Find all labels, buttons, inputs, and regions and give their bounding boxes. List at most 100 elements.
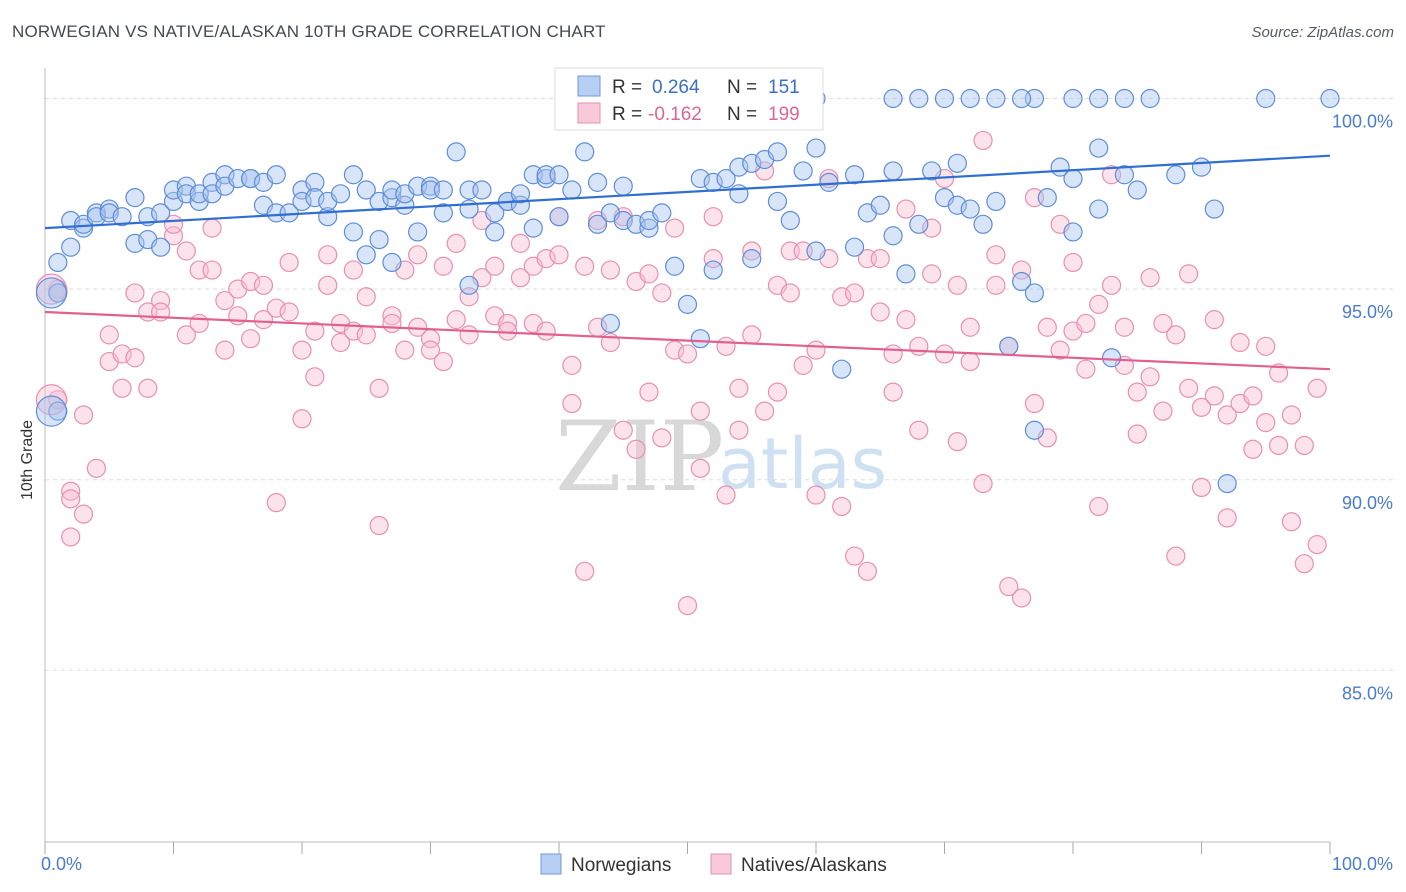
natives-point-73 <box>510 268 531 288</box>
norwegians-point-47 <box>369 229 389 250</box>
norwegians-point-88 <box>652 203 672 223</box>
natives-point-52 <box>382 306 402 326</box>
natives-point-80 <box>562 355 582 375</box>
natives-point-138 <box>934 344 955 364</box>
norwegians-trend-line <box>44 154 1331 230</box>
natives-point-133 <box>896 199 916 219</box>
natives-point-175 <box>1166 546 1186 566</box>
norwegians-point-120 <box>947 153 967 173</box>
natives-point-81 <box>562 393 582 414</box>
natives-point-51 <box>369 515 389 536</box>
natives-point-137 <box>922 264 942 284</box>
natives-point-29 <box>228 306 248 326</box>
norwegians-point-72 <box>523 218 543 238</box>
norwegians-point-48 <box>369 191 389 212</box>
norwegians-point-135 <box>1114 165 1135 185</box>
natives-point-113 <box>767 382 788 402</box>
y-axis-title: 10th Grade <box>19 420 36 500</box>
series-legend: Norwegians Natives/Alaskans <box>540 853 887 876</box>
natives-point-63 <box>446 233 466 253</box>
natives-point-182 <box>1217 405 1237 425</box>
natives-point-134 <box>909 336 929 356</box>
natives-point-40 <box>305 367 325 387</box>
natives-point-160 <box>1076 313 1096 334</box>
x-tick-labels: 0.0% 100.0% <box>41 854 1393 874</box>
natives-point-15 <box>138 378 158 398</box>
norwegians-point-82 <box>600 313 621 334</box>
natives-point-183 <box>1217 508 1237 528</box>
natives-point-197 <box>1307 378 1327 398</box>
natives-point-136 <box>922 218 942 238</box>
chart-title: NORWEGIAN VS NATIVE/ALASKAN 10TH GRADE C… <box>12 22 606 41</box>
y-tick-labels: 100.0% 95.0% 90.0% 85.0% <box>1332 112 1393 704</box>
natives-point-79 <box>549 245 569 265</box>
natives-point-127 <box>857 561 878 581</box>
natives-point-172 <box>1153 313 1173 334</box>
natives-point-179 <box>1191 477 1212 498</box>
natives-point-107 <box>729 420 749 440</box>
natives-point-187 <box>1243 439 1263 459</box>
norwegians-point-98 <box>742 249 762 269</box>
norwegians-large-point-0 <box>35 277 68 309</box>
natives-point-125 <box>844 546 865 566</box>
norwegians-point-64 <box>472 180 492 200</box>
y-tick-label-1: 95.0% <box>1342 302 1393 322</box>
natives-point-99 <box>677 596 698 616</box>
norwegians-point-145 <box>1089 88 1109 109</box>
natives-point-20 <box>176 241 196 261</box>
norwegians-point-119 <box>947 195 967 215</box>
legend-n-label-pink: N = <box>727 104 757 125</box>
natives-point-92 <box>639 382 659 402</box>
norwegians-point-152 <box>909 88 929 109</box>
norwegians-point-109 <box>844 165 865 185</box>
norwegians-point-30 <box>241 168 261 189</box>
natives-point-53 <box>382 313 402 334</box>
norwegians-point-10 <box>99 203 119 223</box>
natives-point-89 <box>613 420 633 440</box>
norwegians-point-65 <box>485 203 505 223</box>
natives-point-38 <box>292 340 312 360</box>
norwegians-point-97 <box>729 184 749 204</box>
natives-point-77 <box>536 321 556 341</box>
natives-point-131 <box>883 382 903 402</box>
watermark-atlas: atlas <box>718 423 887 505</box>
norwegians-point-103 <box>780 210 800 231</box>
norwegians-point-79 <box>587 172 608 192</box>
natives-point-189 <box>1256 412 1276 433</box>
legend-swatch-norwegians <box>577 75 601 97</box>
norwegians-point-91 <box>690 329 710 349</box>
natives-point-26 <box>215 290 235 311</box>
natives-point-61 <box>433 256 453 276</box>
axes <box>44 68 1331 854</box>
norwegians-point-134 <box>1101 348 1122 368</box>
norwegians-point-126 <box>1024 283 1045 303</box>
natives-point-192 <box>1281 405 1302 425</box>
norwegians-point-55 <box>408 222 428 242</box>
norwegians-point-89 <box>665 256 685 276</box>
norwegians-point-128 <box>1037 188 1057 208</box>
natives-point-39 <box>292 409 312 429</box>
norwegians-point-50 <box>382 252 402 273</box>
legend-r-value-blue: 0.264 <box>652 77 700 98</box>
natives-point-10 <box>112 344 132 364</box>
bottom-legend-label-norwegians: Norwegians <box>571 855 671 876</box>
norwegians-point-108 <box>832 359 852 379</box>
natives-point-119 <box>806 485 826 505</box>
natives-point-142 <box>960 317 980 337</box>
natives-point-93 <box>639 264 659 284</box>
natives-point-102 <box>703 249 723 269</box>
norwegians-point-113 <box>883 161 903 181</box>
norwegians-point-75 <box>549 165 569 185</box>
natives-point-42 <box>318 245 338 265</box>
natives-large-point-1 <box>35 384 68 416</box>
natives-point-180 <box>1204 310 1224 330</box>
norwegians-point-44 <box>343 222 363 242</box>
natives-point-162 <box>1089 294 1109 314</box>
natives-point-96 <box>665 218 685 238</box>
norwegians-point-138 <box>1191 157 1212 177</box>
natives-point-140 <box>947 275 967 295</box>
natives-point-129 <box>870 302 890 322</box>
norwegians-point-125 <box>1011 271 1032 292</box>
trend-lines <box>44 154 1331 371</box>
natives-point-156 <box>1050 340 1070 360</box>
